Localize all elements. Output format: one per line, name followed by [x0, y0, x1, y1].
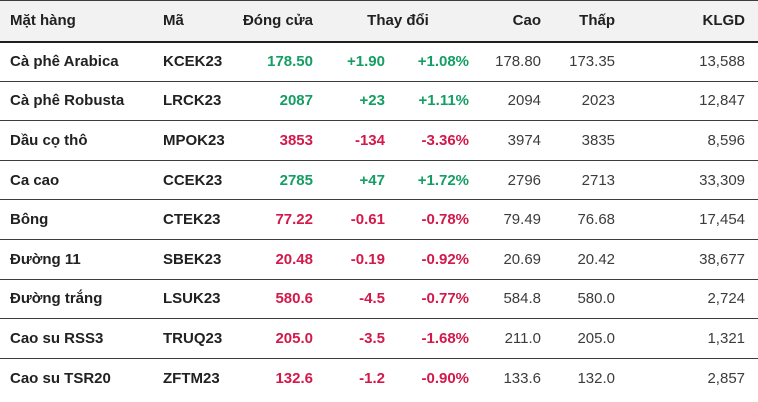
- col-header-volume: KLGD: [622, 0, 758, 43]
- cell-close: 132.6: [240, 358, 320, 398]
- cell-name: Cao su RSS3: [0, 318, 153, 359]
- cell-name: Cà phê Robusta: [0, 81, 153, 122]
- cell-change: -4.5: [320, 279, 392, 320]
- cell-change: +1.90: [320, 41, 392, 82]
- cell-volume: 2,857: [622, 358, 758, 398]
- cell-close: 205.0: [240, 318, 320, 359]
- cell-low: 20.42: [548, 239, 623, 280]
- cell-change: +47: [320, 160, 392, 201]
- cell-low: 76.68: [548, 199, 623, 240]
- cell-change: -0.19: [320, 239, 392, 280]
- cell-name: Đường 11: [0, 239, 153, 280]
- cell-change: -3.5: [320, 318, 392, 359]
- cell-low: 205.0: [548, 318, 623, 359]
- cell-volume: 13,588: [622, 41, 758, 82]
- cell-code: LSUK23: [153, 279, 240, 320]
- cell-name: Đường trắng: [0, 279, 153, 320]
- col-header-commodity: Mặt hàng: [0, 0, 153, 43]
- cell-code: SBEK23: [153, 239, 240, 280]
- cell-close: 20.48: [240, 239, 320, 280]
- cell-name: Bông: [0, 199, 153, 240]
- cell-code: TRUQ23: [153, 318, 240, 359]
- table-row[interactable]: Cao su TSR20 ZFTM23 132.6 -1.2 -0.90% 13…: [0, 358, 758, 398]
- cell-volume: 38,677: [622, 239, 758, 280]
- cell-code: KCEK23: [153, 41, 240, 82]
- cell-change-pct: -0.90%: [392, 358, 477, 398]
- cell-volume: 2,724: [622, 279, 758, 320]
- cell-volume: 17,454: [622, 199, 758, 240]
- cell-close: 580.6: [240, 279, 320, 320]
- cell-volume: 1,321: [622, 318, 758, 359]
- col-header-high: Cao: [476, 0, 549, 43]
- cell-close: 178.50: [240, 41, 320, 82]
- cell-high: 584.8: [476, 279, 549, 320]
- cell-volume: 33,309: [622, 160, 758, 201]
- cell-change: +23: [320, 81, 392, 122]
- cell-low: 132.0: [548, 358, 623, 398]
- table-row[interactable]: Cà phê Arabica KCEK23 178.50 +1.90 +1.08…: [0, 41, 758, 82]
- cell-high: 178.80: [476, 41, 549, 82]
- cell-change-pct: +1.11%: [392, 81, 477, 122]
- table-row[interactable]: Bông CTEK23 77.22 -0.61 -0.78% 79.49 76.…: [0, 199, 758, 240]
- cell-code: ZFTM23: [153, 358, 240, 398]
- cell-change-pct: -0.78%: [392, 199, 477, 240]
- cell-high: 133.6: [476, 358, 549, 398]
- cell-name: Cà phê Arabica: [0, 41, 153, 82]
- cell-close: 2785: [240, 160, 320, 201]
- cell-name: Cao su TSR20: [0, 358, 153, 398]
- table-row[interactable]: Đường trắng LSUK23 580.6 -4.5 -0.77% 584…: [0, 279, 758, 320]
- cell-name: Ca cao: [0, 160, 153, 201]
- cell-change-pct: +1.72%: [392, 160, 477, 201]
- cell-change-pct: -0.77%: [392, 279, 477, 320]
- cell-volume: 12,847: [622, 81, 758, 122]
- cell-high: 211.0: [476, 318, 549, 359]
- table-header: Mặt hàng Mã Đóng cửa Thay đổi Cao Thấp K…: [0, 0, 758, 43]
- table-body: Cà phê Arabica KCEK23 178.50 +1.90 +1.08…: [0, 41, 758, 398]
- cell-volume: 8,596: [622, 120, 758, 161]
- table-row[interactable]: Ca cao CCEK23 2785 +47 +1.72% 2796 2713 …: [0, 160, 758, 201]
- cell-low: 173.35: [548, 41, 623, 82]
- table-row[interactable]: Dầu cọ thô MPOK23 3853 -134 -3.36% 3974 …: [0, 120, 758, 161]
- table-row[interactable]: Cao su RSS3 TRUQ23 205.0 -3.5 -1.68% 211…: [0, 318, 758, 359]
- cell-change: -134: [320, 120, 392, 161]
- cell-high: 2094: [476, 81, 549, 122]
- cell-change-pct: -3.36%: [392, 120, 477, 161]
- cell-high: 20.69: [476, 239, 549, 280]
- cell-code: MPOK23: [153, 120, 240, 161]
- cell-code: LRCK23: [153, 81, 240, 122]
- cell-change: -1.2: [320, 358, 392, 398]
- cell-change: -0.61: [320, 199, 392, 240]
- col-header-close: Đóng cửa: [240, 0, 320, 43]
- cell-code: CCEK23: [153, 160, 240, 201]
- table-row[interactable]: Cà phê Robusta LRCK23 2087 +23 +1.11% 20…: [0, 81, 758, 122]
- cell-high: 79.49: [476, 199, 549, 240]
- cell-close: 77.22: [240, 199, 320, 240]
- cell-code: CTEK23: [153, 199, 240, 240]
- col-header-code: Mã: [153, 0, 240, 43]
- cell-name: Dầu cọ thô: [0, 120, 153, 161]
- cell-high: 2796: [476, 160, 549, 201]
- cell-change-pct: -1.68%: [392, 318, 477, 359]
- cell-close: 3853: [240, 120, 320, 161]
- col-header-change: Thay đổi: [320, 0, 477, 43]
- cell-change-pct: +1.08%: [392, 41, 477, 82]
- col-header-low: Thấp: [548, 0, 623, 43]
- cell-low: 580.0: [548, 279, 623, 320]
- header-row: Mặt hàng Mã Đóng cửa Thay đổi Cao Thấp K…: [0, 0, 758, 43]
- cell-low: 2713: [548, 160, 623, 201]
- cell-high: 3974: [476, 120, 549, 161]
- cell-close: 2087: [240, 81, 320, 122]
- cell-low: 3835: [548, 120, 623, 161]
- cell-low: 2023: [548, 81, 623, 122]
- table-row[interactable]: Đường 11 SBEK23 20.48 -0.19 -0.92% 20.69…: [0, 239, 758, 280]
- cell-change-pct: -0.92%: [392, 239, 477, 280]
